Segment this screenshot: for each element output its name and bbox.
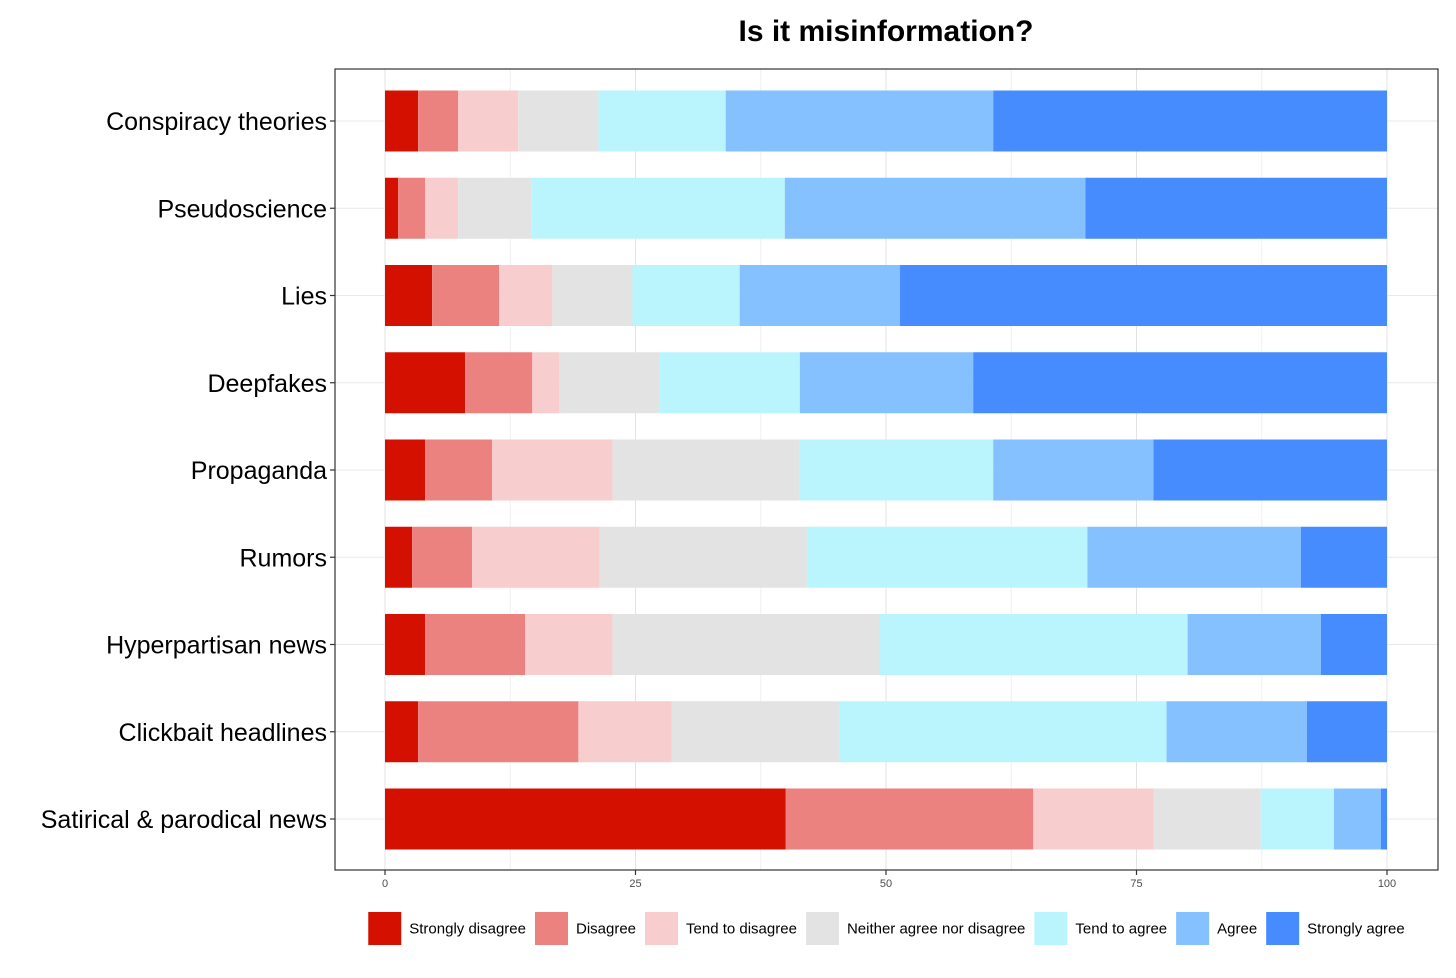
bar-satirical-and-parodical-news-disagree [785, 788, 1034, 850]
y-tick-label-clickbait-headlines: Clickbait headlines [119, 719, 327, 747]
bar-rumors-disagree [412, 526, 473, 588]
bar-propaganda-agree [993, 439, 1154, 501]
x-tick-label-25: 25 [629, 878, 641, 890]
bar-conspiracy-theories-tend-to-agree [598, 90, 726, 152]
bar-clickbait-headlines-agree [1166, 701, 1307, 763]
legend-label-strongly-agree: Strongly agree [1307, 921, 1405, 938]
bar-lies-tend-to-disagree [499, 265, 553, 326]
x-tick-label-50: 50 [880, 878, 892, 890]
bar-propaganda-strongly-agree [1153, 439, 1387, 501]
bar-conspiracy-theories-strongly-agree [993, 90, 1387, 152]
bar-deepfakes-neither-agree-nor-disagree [559, 352, 660, 414]
legend-swatch-neither-agree-nor-disagree [805, 912, 839, 945]
legend: Strongly disagree Disagree Tend to disagre… [368, 912, 1405, 945]
x-tick-label-0: 0 [382, 878, 388, 890]
legend-swatch-tend-to-disagree [645, 912, 679, 945]
bar-propaganda-tend-to-disagree [492, 439, 613, 501]
y-tick-label-conspiracy-theories: Conspiracy theories [106, 108, 327, 136]
bar-hyperpartisan-news-disagree [425, 614, 526, 675]
y-tick-label-hyperpartisan-news: Hyperpartisan news [106, 632, 327, 660]
bar-lies-tend-to-agree [632, 265, 740, 326]
bar-clickbait-headlines-strongly-agree [1306, 701, 1387, 763]
legend-label-tend-to-disagree: Tend to disagree [686, 921, 797, 938]
bar-deepfakes-strongly-disagree [385, 352, 466, 414]
bar-clickbait-headlines-disagree [418, 701, 579, 763]
y-tick-label-satirical-and-parodical-news: Satirical & parodical news [41, 806, 327, 834]
legend-swatch-disagree [534, 912, 568, 945]
y-tick-label-rumors: Rumors [239, 544, 327, 572]
bar-deepfakes-strongly-agree [973, 352, 1387, 414]
bar-rumors-tend-to-disagree [472, 526, 600, 588]
y-tick-label-deepfakes: Deepfakes [207, 370, 327, 398]
bar-pseudoscience-tend-to-agree [531, 177, 785, 239]
bar-lies-strongly-disagree [385, 265, 433, 326]
y-tick-label-lies: Lies [281, 283, 327, 311]
bar-conspiracy-theories-agree [725, 90, 994, 152]
chart-title: Is it misinformation? [738, 15, 1033, 48]
bar-deepfakes-tend-to-agree [659, 352, 800, 414]
bar-rumors-neither-agree-nor-disagree [599, 526, 807, 588]
bar-rumors-strongly-disagree [385, 526, 413, 588]
bar-deepfakes-agree [799, 352, 974, 414]
x-tick-label-75: 75 [1130, 878, 1142, 890]
legend-label-strongly-disagree: Strongly disagree [409, 921, 526, 938]
bar-satirical-and-parodical-news-agree [1333, 788, 1381, 850]
bar-lies-strongly-agree [900, 265, 1387, 326]
bar-pseudoscience-tend-to-disagree [425, 177, 459, 239]
bar-clickbait-headlines-strongly-disagree [385, 701, 419, 763]
bar-lies-agree [739, 265, 901, 326]
legend-label-neither-agree-nor-disagree: Neither agree nor disagree [847, 921, 1025, 938]
bar-pseudoscience-neither-agree-nor-disagree [458, 177, 532, 239]
bar-hyperpartisan-news-agree [1187, 614, 1321, 675]
bar-satirical-and-parodical-news-strongly-agree [1380, 788, 1387, 850]
bar-hyperpartisan-news-tend-to-agree [879, 614, 1188, 675]
bar-pseudoscience-strongly-disagree [385, 177, 399, 239]
bar-hyperpartisan-news-strongly-agree [1320, 614, 1387, 675]
legend-swatch-strongly-agree [1266, 912, 1300, 945]
bar-deepfakes-disagree [465, 352, 533, 414]
bar-propaganda-tend-to-agree [799, 439, 994, 501]
bar-satirical-and-parodical-news-strongly-disagree [385, 788, 786, 850]
x-axis-ticks: 0 25 50 75 100 [382, 870, 1396, 890]
bar-propaganda-disagree [425, 439, 493, 501]
y-tick-label-propaganda: Propaganda [191, 457, 327, 485]
bar-conspiracy-theories-tend-to-disagree [458, 90, 519, 152]
bar-propaganda-strongly-disagree [385, 439, 426, 501]
bar-hyperpartisan-news-neither-agree-nor-disagree [612, 614, 880, 675]
bar-rumors-strongly-agree [1300, 526, 1387, 588]
bar-hyperpartisan-news-strongly-disagree [385, 614, 426, 675]
bar-rumors-agree [1087, 526, 1301, 588]
bar-conspiracy-theories-neither-agree-nor-disagree [518, 90, 599, 152]
bar-clickbait-headlines-tend-to-agree [838, 701, 1167, 763]
legend-label-agree: Agree [1217, 921, 1257, 938]
legend-swatch-agree [1176, 912, 1210, 945]
bar-conspiracy-theories-strongly-disagree [385, 90, 419, 152]
y-tick-label-pseudoscience: Pseudoscience [157, 195, 327, 223]
bar-clickbait-headlines-tend-to-disagree [578, 701, 672, 763]
bar-lies-neither-agree-nor-disagree [552, 265, 633, 326]
bar-conspiracy-theories-disagree [418, 90, 459, 152]
bar-satirical-and-parodical-news-tend-to-agree [1260, 788, 1334, 850]
bar-rumors-tend-to-agree [806, 526, 1088, 588]
bar-satirical-and-parodical-news-neither-agree-nor-disagree [1153, 788, 1261, 850]
bar-lies-disagree [432, 265, 500, 326]
legend-swatch-tend-to-agree [1034, 912, 1068, 945]
bar-deepfakes-tend-to-disagree [532, 352, 560, 414]
bar-pseudoscience-disagree [398, 177, 426, 239]
bar-hyperpartisan-news-tend-to-disagree [525, 614, 613, 675]
y-axis-category-labels: Conspiracy theories Pseudoscience Lies Deep… [41, 108, 335, 834]
legend-label-disagree: Disagree [576, 921, 636, 938]
bar-pseudoscience-strongly-agree [1085, 177, 1387, 239]
bar-pseudoscience-agree [784, 177, 1086, 239]
x-tick-label-100: 100 [1378, 878, 1396, 890]
bar-clickbait-headlines-neither-agree-nor-disagree [671, 701, 839, 763]
bar-propaganda-neither-agree-nor-disagree [612, 439, 800, 501]
legend-swatch-strongly-disagree [368, 912, 402, 945]
bars [385, 90, 1387, 850]
legend-label-tend-to-agree: Tend to agree [1075, 921, 1167, 938]
bar-satirical-and-parodical-news-tend-to-disagree [1033, 788, 1154, 850]
